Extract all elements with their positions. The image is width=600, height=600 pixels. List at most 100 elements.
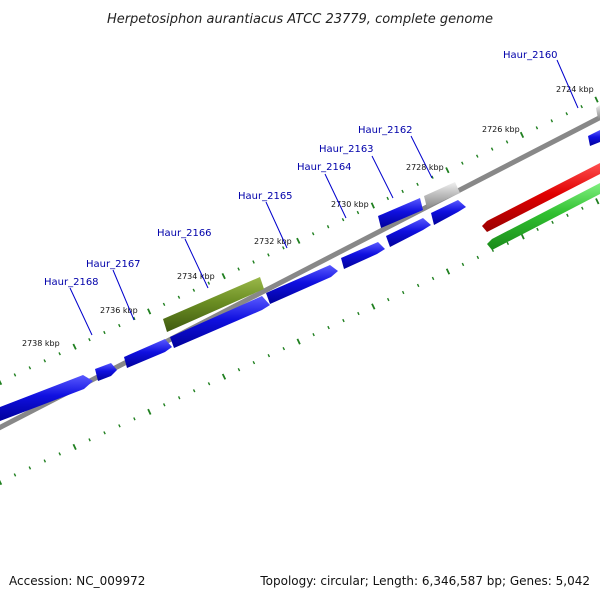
major-tick bbox=[0, 479, 3, 486]
gene-label-haur-2165[interactable]: Haur_2165 bbox=[238, 191, 293, 249]
minor-tick bbox=[118, 323, 121, 328]
major-tick bbox=[147, 408, 152, 415]
minor-tick bbox=[327, 325, 330, 330]
inner-tick-ring bbox=[0, 198, 600, 486]
forward-cds-arrow bbox=[0, 375, 93, 421]
map-title: Herpetosiphon aurantiacus ATCC 23779, co… bbox=[107, 12, 493, 27]
minor-tick bbox=[581, 206, 584, 210]
minor-tick bbox=[252, 360, 256, 365]
forward-cds-arrow bbox=[378, 198, 423, 228]
minor-tick bbox=[341, 217, 345, 222]
forward-cds-arrow bbox=[266, 265, 338, 304]
kbp-label: 2738 kbp bbox=[22, 339, 60, 348]
minor-tick bbox=[416, 182, 419, 187]
svg-text:Haur_2166: Haur_2166 bbox=[157, 228, 212, 239]
genome-summary-text: Topology: circular; Length: 6,346,587 bp… bbox=[260, 574, 590, 588]
minor-tick bbox=[267, 354, 271, 358]
minor-tick bbox=[475, 154, 479, 158]
minor-tick bbox=[207, 281, 211, 285]
major-tick bbox=[296, 237, 301, 244]
minor-tick bbox=[28, 466, 32, 470]
svg-text:Haur_2163: Haur_2163 bbox=[319, 144, 374, 155]
kbp-label: 2732 kbp bbox=[254, 237, 292, 246]
major-tick bbox=[72, 443, 77, 450]
minor-tick bbox=[476, 255, 480, 260]
gene-label-haur-2168[interactable]: Haur_2168 bbox=[44, 277, 99, 336]
reverse-cds-arrow bbox=[482, 163, 600, 232]
minor-tick bbox=[28, 366, 32, 370]
gene-labels: Haur_2160 Haur_2162 Haur_2163 Haur_2164 … bbox=[44, 50, 579, 336]
major-tick bbox=[371, 303, 376, 310]
forward-cds-arrow bbox=[95, 363, 117, 381]
minor-tick bbox=[177, 396, 181, 400]
minor-tick bbox=[237, 368, 241, 372]
minor-tick bbox=[177, 295, 181, 299]
minor-tick bbox=[461, 262, 465, 267]
gene-label-haur-2162[interactable]: Haur_2162 bbox=[358, 125, 433, 179]
minor-tick bbox=[416, 283, 420, 288]
accession-text: Accession: NC_009972 bbox=[9, 574, 146, 588]
kbp-scale: 2724 kbp 2726 kbp 2728 kbp 2730 kbp 2732… bbox=[22, 85, 594, 348]
kbp-label: 2734 kbp bbox=[177, 272, 215, 281]
svg-text:Haur_2168: Haur_2168 bbox=[44, 277, 99, 288]
minor-tick bbox=[237, 267, 240, 271]
gene-label-haur-2166[interactable]: Haur_2166 bbox=[157, 228, 212, 289]
minor-tick bbox=[13, 373, 17, 377]
minor-tick bbox=[192, 288, 196, 292]
gene-label-haur-2164[interactable]: Haur_2164 bbox=[297, 162, 352, 219]
major-tick bbox=[370, 202, 375, 209]
outer-tick-ring bbox=[0, 96, 599, 386]
forward-cds-arrow bbox=[341, 242, 385, 269]
minor-tick bbox=[192, 389, 196, 393]
major-tick bbox=[595, 198, 600, 205]
minor-tick bbox=[401, 290, 405, 295]
forward-cds-arrow bbox=[588, 130, 600, 146]
rna-arrow bbox=[487, 183, 600, 250]
minor-tick bbox=[505, 140, 509, 144]
gene-label-haur-2160[interactable]: Haur_2160 bbox=[503, 50, 579, 109]
svg-text:Haur_2164: Haur_2164 bbox=[297, 162, 352, 173]
minor-tick bbox=[252, 260, 255, 264]
minor-tick bbox=[267, 253, 270, 257]
minor-tick bbox=[431, 175, 434, 179]
gene-label-haur-2167[interactable]: Haur_2167 bbox=[86, 259, 141, 321]
svg-text:Haur_2160: Haur_2160 bbox=[503, 50, 558, 61]
minor-tick bbox=[58, 452, 62, 456]
kbp-label: 2724 kbp bbox=[556, 85, 594, 94]
minor-tick bbox=[132, 316, 136, 321]
minor-tick bbox=[312, 333, 315, 337]
gray-gene-arrow bbox=[424, 182, 460, 208]
minor-tick bbox=[282, 246, 285, 250]
minor-tick bbox=[461, 161, 464, 165]
forward-cds-arrow bbox=[386, 218, 431, 247]
gene-label-haur-2163[interactable]: Haur_2163 bbox=[319, 144, 394, 199]
gray-gene-arrow bbox=[596, 105, 600, 119]
minor-tick bbox=[103, 431, 106, 435]
major-tick bbox=[519, 131, 525, 138]
minor-tick bbox=[13, 473, 17, 477]
kbp-label: 2730 kbp bbox=[331, 200, 369, 209]
minor-tick bbox=[88, 438, 91, 442]
forward-cds-arrow bbox=[124, 339, 172, 368]
minor-tick bbox=[401, 189, 404, 194]
minor-tick bbox=[431, 276, 435, 281]
minor-tick bbox=[43, 459, 47, 463]
olive-gene-arrow bbox=[163, 277, 264, 332]
minor-tick bbox=[566, 213, 569, 217]
svg-text:Haur_2162: Haur_2162 bbox=[358, 125, 413, 136]
minor-tick bbox=[58, 352, 61, 356]
major-tick bbox=[296, 338, 301, 345]
minor-tick bbox=[133, 417, 136, 421]
minor-tick bbox=[357, 311, 360, 316]
kbp-label: 2726 kbp bbox=[482, 125, 520, 134]
genome-backbone bbox=[0, 114, 600, 431]
minor-tick bbox=[103, 330, 106, 335]
minor-tick bbox=[43, 359, 47, 363]
minor-tick bbox=[162, 302, 166, 307]
minor-tick bbox=[506, 241, 510, 246]
major-tick bbox=[445, 167, 450, 174]
kbp-label: 2736 kbp bbox=[100, 306, 138, 315]
major-tick bbox=[594, 96, 599, 103]
forward-cds-arrow bbox=[431, 200, 466, 225]
